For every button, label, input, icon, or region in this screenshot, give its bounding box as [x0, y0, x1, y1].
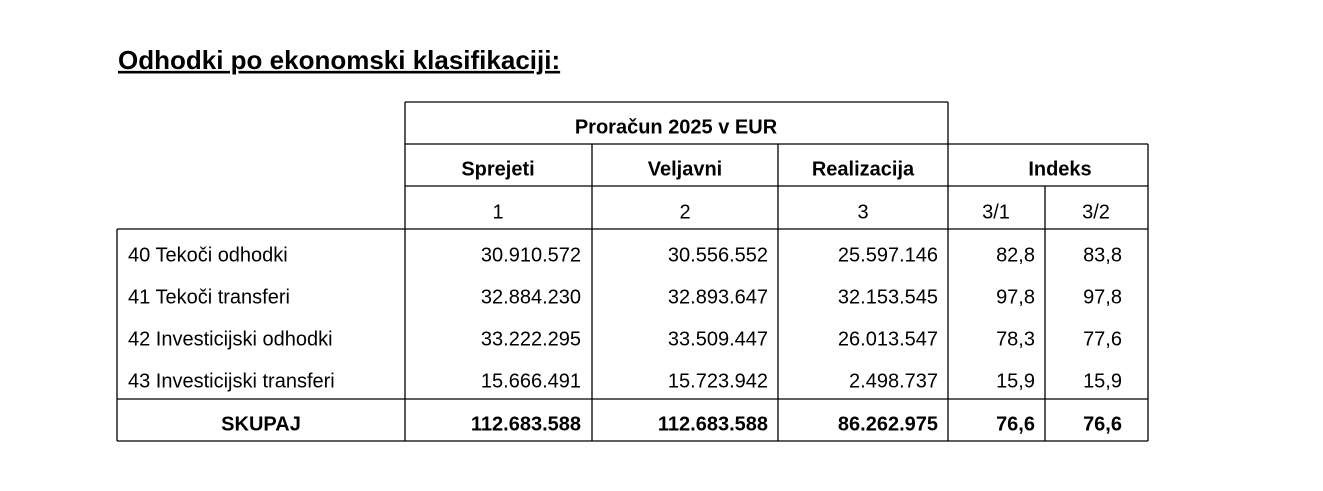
- cell-value: 78,3: [996, 328, 1035, 350]
- total-label: SKUPAJ: [221, 413, 301, 435]
- total-value: 112.683.588: [658, 413, 768, 435]
- cell-value: 32.893.647: [668, 286, 768, 308]
- cell-value: 33.509.447: [668, 328, 768, 350]
- cell-value: 15,9: [1083, 370, 1122, 392]
- column-header: Sprejeti: [461, 158, 534, 180]
- cell-value: 15,9: [996, 370, 1035, 392]
- total-value: 112.683.588: [471, 413, 581, 435]
- cell-value: 30.910.572: [481, 244, 581, 266]
- cell-value: 82,8: [996, 244, 1035, 266]
- table-grid: [116, 101, 1149, 442]
- row-label: 41 Tekoči transferi: [128, 286, 290, 308]
- column-number: 3/1: [982, 201, 1010, 223]
- cell-value: 97,8: [1083, 286, 1122, 308]
- column-header: Veljavni: [648, 158, 723, 180]
- column-number: 2: [679, 201, 690, 223]
- index-header: Indeks: [1028, 158, 1091, 180]
- cell-value: 83,8: [1083, 244, 1122, 266]
- cell-value: 15.723.942: [668, 370, 768, 392]
- cell-value: 97,8: [996, 286, 1035, 308]
- cell-value: 32.884.230: [481, 286, 581, 308]
- column-number: 3: [857, 201, 868, 223]
- row-label: 40 Tekoči odhodki: [128, 244, 288, 266]
- cell-value: 33.222.295: [481, 328, 581, 350]
- title: Odhodki po ekonomski klasifikaciji:: [118, 45, 560, 75]
- cell-value: 25.597.146: [838, 244, 938, 266]
- cell-value: 26.013.547: [838, 328, 938, 350]
- row-label: 42 Investicijski odhodki: [128, 328, 333, 350]
- row-label: 43 Investicijski transferi: [128, 370, 335, 392]
- cell-value: 30.556.552: [668, 244, 768, 266]
- column-number: 1: [492, 201, 503, 223]
- cell-value: 2.498.737: [849, 370, 938, 392]
- total-value: 76,6: [1083, 413, 1122, 435]
- column-number: 3/2: [1082, 201, 1110, 223]
- cell-value: 15.666.491: [481, 370, 581, 392]
- total-value: 76,6: [996, 413, 1035, 435]
- cell-value: 32.153.545: [838, 286, 938, 308]
- total-value: 86.262.975: [838, 413, 938, 435]
- budget-header: Proračun 2025 v EUR: [575, 116, 778, 138]
- cell-value: 77,6: [1083, 328, 1122, 350]
- column-header: Realizacija: [812, 158, 915, 180]
